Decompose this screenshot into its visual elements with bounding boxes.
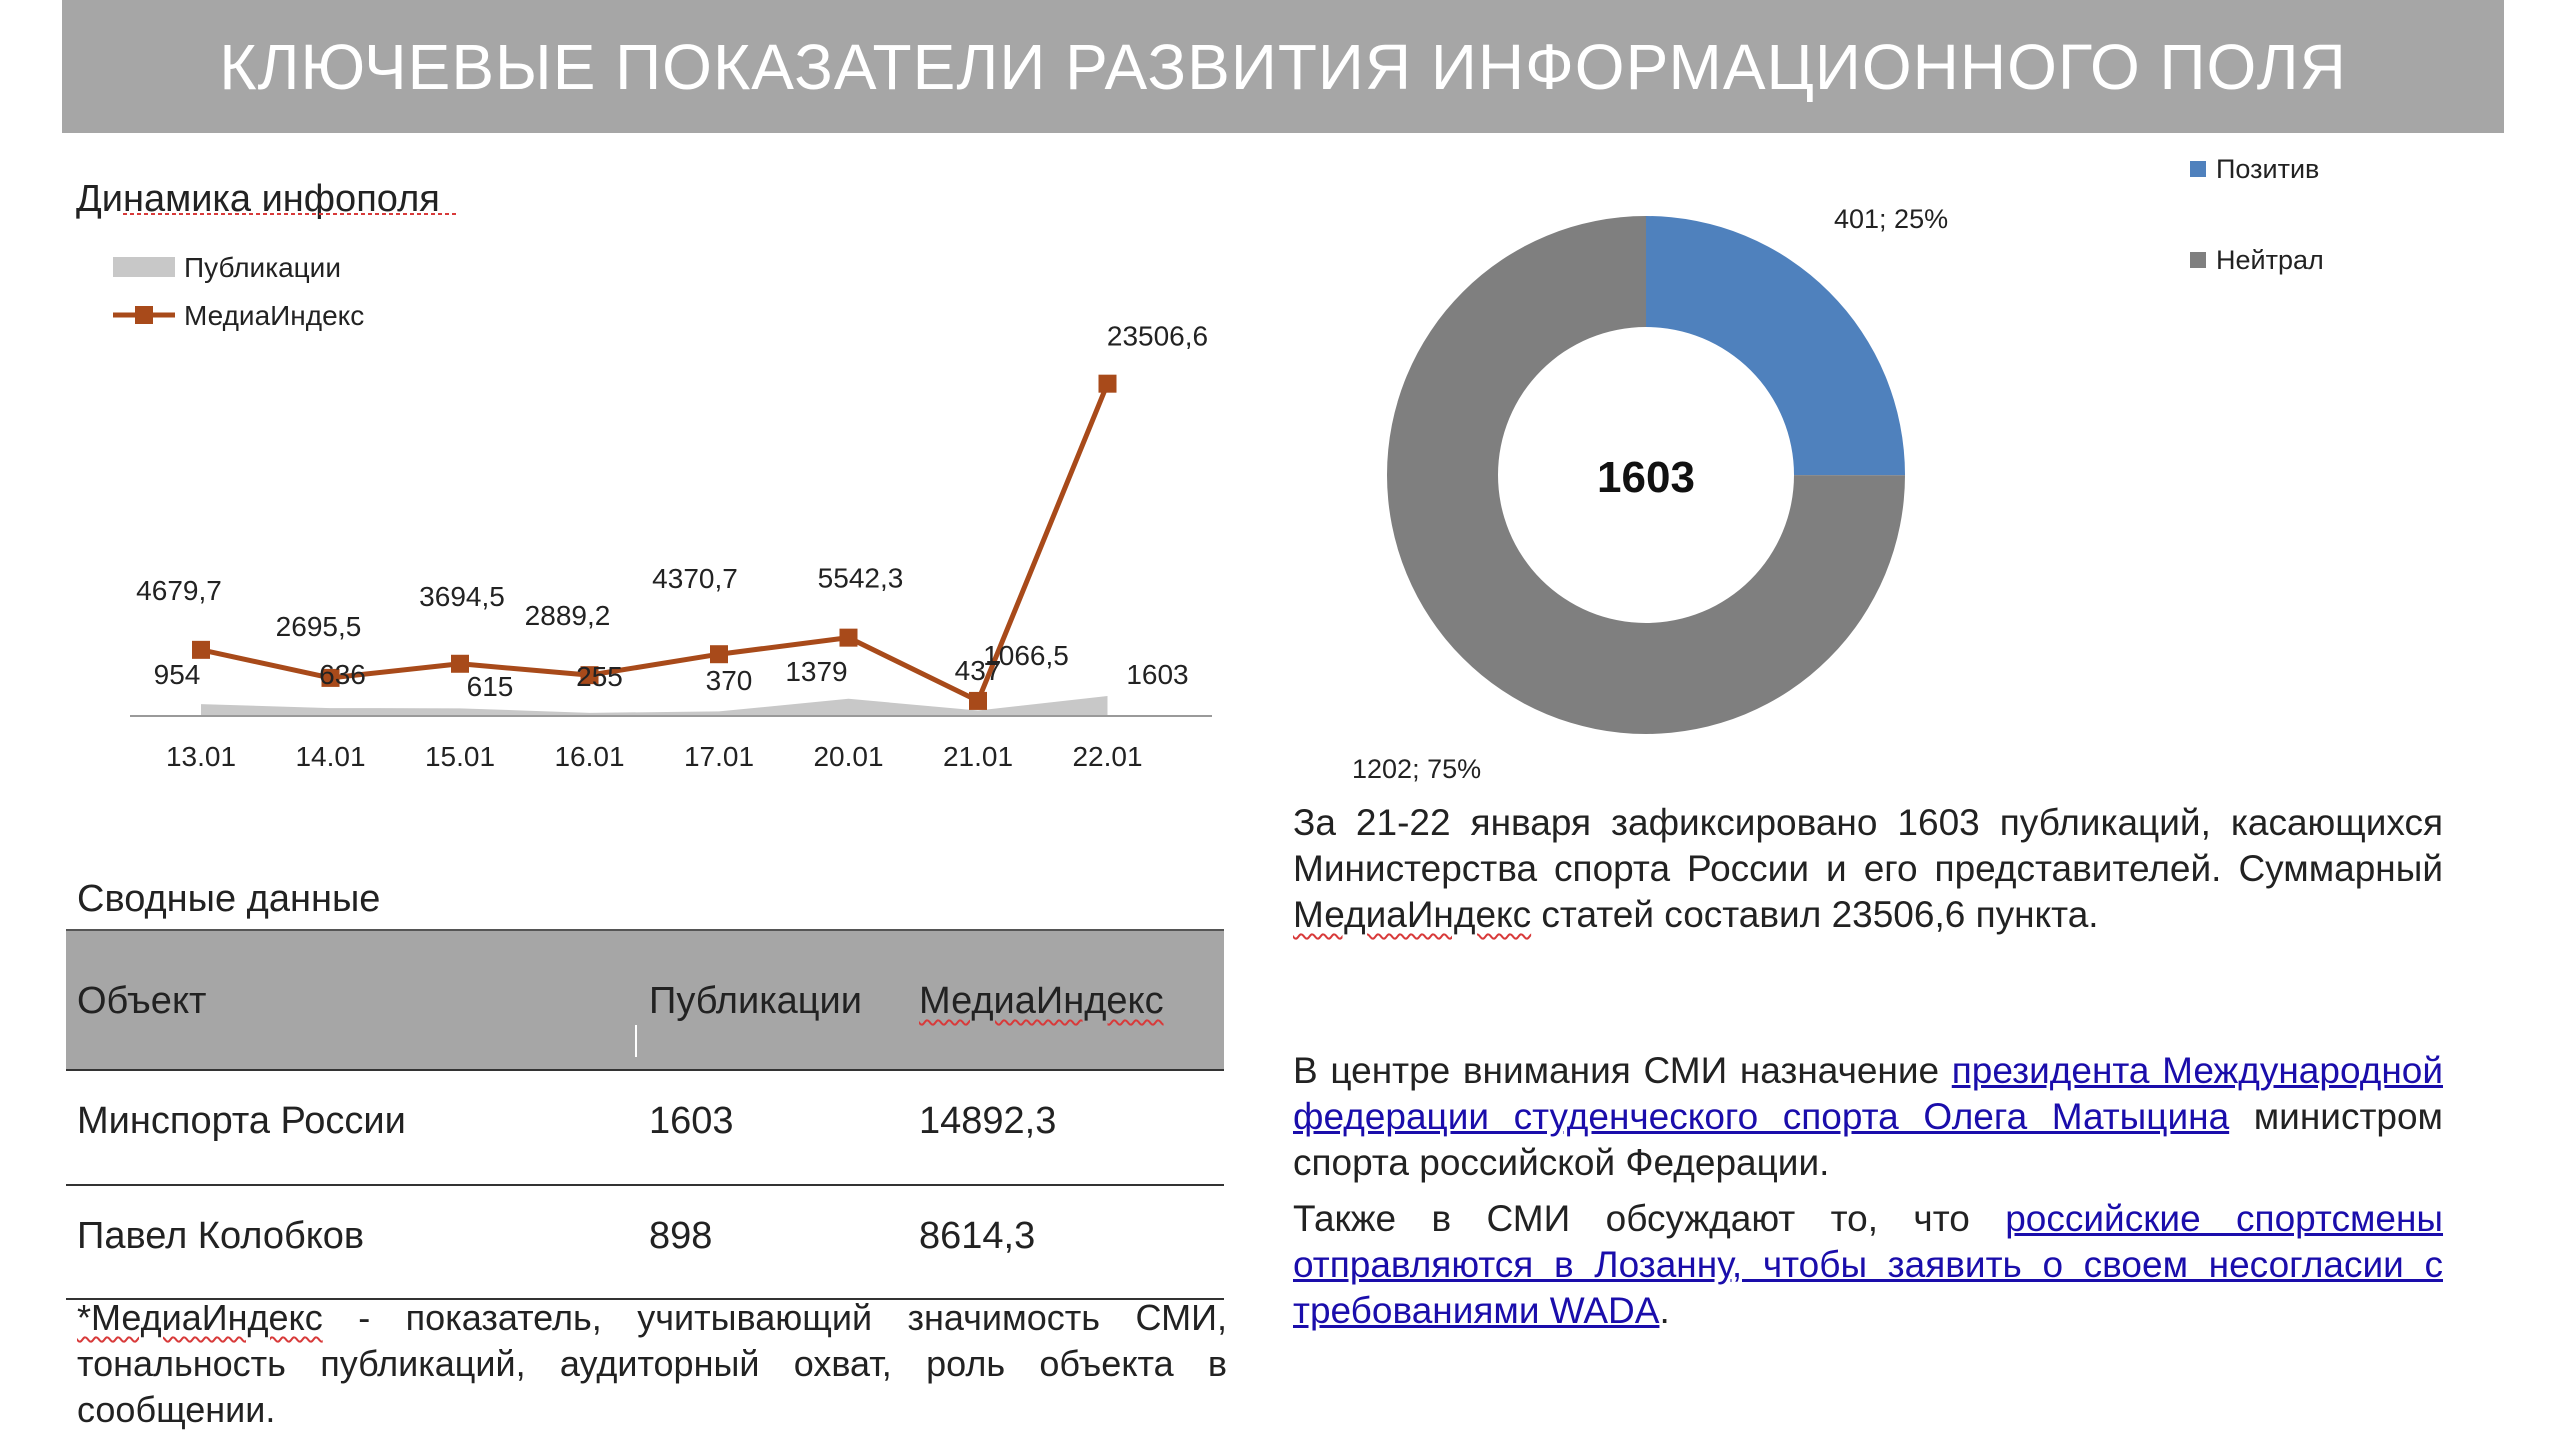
publications-data-label: 437 — [955, 655, 1002, 686]
column-header-publications: Публикации — [649, 980, 863, 1022]
donut-slice — [1646, 216, 1905, 476]
table-cell: Павел Колобков — [77, 1215, 365, 1257]
publications-data-label: 636 — [319, 659, 366, 690]
mediaindex-point — [321, 668, 340, 687]
donut-center-label: 1603 — [1597, 453, 1695, 502]
mediaindex-data-label: 1066,5 — [983, 640, 1069, 671]
paragraph-text: статей составил 23506,6 пункта. — [1531, 894, 2099, 935]
publications-data-label: 954 — [154, 659, 201, 690]
paragraph-text: За 21-22 января зафиксировано 1603 публи… — [1293, 802, 2443, 889]
paragraph-text: министром спорта российской Федерации. — [1293, 1096, 2443, 1183]
summary-table: Объект Публикации МедиаИндекс Минспорта … — [66, 925, 1224, 1305]
mediaindex-point — [451, 654, 469, 673]
row-divider — [66, 1069, 1224, 1071]
table-cell: 14892,3 — [919, 1100, 1057, 1142]
legend-publications-swatch — [113, 257, 175, 277]
x-tick-label: 15.01 — [425, 741, 495, 772]
summary-title: Сводные данные — [77, 878, 381, 920]
table-cell: 898 — [649, 1215, 713, 1257]
footnote: *МедиаИндекс - показатель, учитывающий з… — [77, 1295, 1227, 1433]
legend-publications-label: Публикации — [184, 252, 341, 283]
publications-data-label: 1379 — [785, 656, 847, 687]
column-header-object: Объект — [77, 980, 207, 1022]
mediaindex-data-label: 23506,6 — [1107, 321, 1208, 352]
legend-positive-label: Позитив — [2216, 154, 2319, 184]
slice-label-neutral: 1202; 75% — [1352, 754, 1481, 784]
page-title: КЛЮЧЕВЫЕ ПОКАЗАТЕЛИ РАЗВИТИЯ ИНФОРМАЦИОН… — [219, 30, 2347, 103]
x-tick-label: 21.01 — [943, 741, 1013, 772]
donut-slice — [1387, 216, 1905, 734]
x-tick-label: 16.01 — [554, 741, 624, 772]
mediaindex-point — [192, 640, 210, 659]
footnote-term: *МедиаИндекс — [77, 1297, 323, 1338]
mediaindex-point — [580, 666, 599, 685]
x-tick-label: 20.01 — [813, 741, 883, 772]
table-cell: 8614,3 — [919, 1215, 1036, 1257]
text-cursor — [635, 1025, 637, 1057]
mediaindex-data-label: 2889,2 — [525, 600, 611, 631]
slice-label-positive: 401; 25% — [1834, 204, 1948, 234]
publications-data-label: 1603 — [1126, 659, 1188, 690]
mediaindex-data-label: 4370,7 — [652, 563, 738, 594]
publications-data-label: 255 — [576, 661, 623, 692]
mediaindex-point — [710, 645, 728, 664]
news-link-matytsin[interactable]: президента Международной федерации студе… — [1293, 1050, 2443, 1137]
legend-mediaindex-label: МедиаИндекс — [184, 300, 364, 331]
mediaindex-data-label: 3694,5 — [419, 581, 505, 612]
legend-neutral-label: Нейтрал — [2216, 245, 2324, 275]
news-paragraph-2: Также в СМИ обсуждают то, что российские… — [1293, 1196, 2443, 1334]
mediaindex-data-label: 2695,5 — [276, 611, 362, 642]
line-chart: Динамика инфополя Публикации МедиаИндекс… — [76, 178, 1212, 772]
paragraph-term: МедиаИндекс — [1293, 894, 1532, 935]
legend-positive-swatch — [2190, 161, 2206, 177]
paragraph-text: Также в СМИ обсуждают то, что — [1293, 1198, 2006, 1239]
paragraph-text: . — [1659, 1290, 1670, 1331]
mediaindex-point — [1098, 374, 1117, 393]
table-cell: 1603 — [649, 1100, 734, 1142]
publications-data-label: 615 — [467, 671, 514, 702]
paragraph-text: В центре внимания СМИ назначение — [1293, 1050, 1952, 1091]
donut-chart: 1603 401; 25% 1202; 75% Позитив Нейтрал — [1352, 154, 2324, 784]
title-bar: КЛЮЧЕВЫЕ ПОКАЗАТЕЛИ РАЗВИТИЯ ИНФОРМАЦИОН… — [62, 0, 2504, 133]
news-paragraph-1: В центре внимания СМИ назначение президе… — [1293, 1048, 2443, 1186]
row-divider — [66, 1184, 1224, 1186]
legend-neutral-swatch — [2190, 252, 2206, 268]
summary-paragraph: За 21-22 января зафиксировано 1603 публи… — [1293, 800, 2443, 938]
news-link-lausanne[interactable]: российские спортсмены отправляются в Лоз… — [1293, 1198, 2444, 1331]
legend-mediaindex-marker — [135, 306, 153, 324]
mediaindex-point — [969, 691, 987, 710]
column-header-mediaindex: МедиаИндекс — [919, 980, 1164, 1022]
x-tick-label: 22.01 — [1072, 741, 1142, 772]
mediaindex-line — [200, 382, 1110, 704]
publications-data-label: 370 — [706, 665, 753, 696]
row-divider — [66, 1298, 1224, 1300]
mediaindex-data-label: 5542,3 — [818, 563, 904, 594]
x-tick-label: 17.01 — [684, 741, 754, 772]
mediaindex-data-label: 4679,7 — [136, 575, 222, 606]
table-cell: Минспорта России — [77, 1100, 406, 1142]
footnote-text: - показатель, учитывающий значимость СМИ… — [77, 1297, 1227, 1430]
x-tick-label: 14.01 — [295, 741, 365, 772]
publications-area — [201, 696, 1108, 716]
x-tick-label: 13.01 — [166, 741, 236, 772]
mediaindex-point — [839, 628, 858, 647]
summary-table-header — [66, 929, 1224, 1071]
